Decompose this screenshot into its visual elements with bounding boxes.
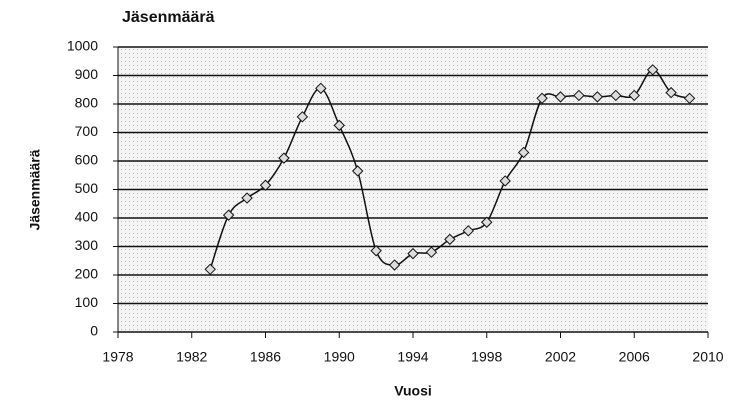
marker: [444, 233, 456, 246]
marker: [591, 91, 604, 103]
x-tick-label: 2006: [619, 349, 650, 365]
marker: [665, 86, 677, 99]
marker: [573, 89, 585, 102]
y-tick-label: 700: [75, 123, 99, 139]
marker: [646, 64, 659, 76]
chart-title: Jäsenmäärä: [122, 9, 215, 26]
marker: [222, 209, 235, 221]
marker: [388, 259, 401, 271]
marker: [351, 165, 364, 177]
x-tick-label: 1978: [102, 349, 133, 365]
marker: [610, 89, 622, 102]
y-tick-label: 300: [75, 237, 99, 253]
marker: [296, 111, 309, 123]
marker: [628, 89, 640, 102]
marker: [333, 119, 345, 132]
y-tick-label: 400: [75, 209, 99, 225]
y-tick-label: 200: [75, 266, 99, 282]
marker: [554, 91, 567, 103]
marker: [204, 263, 216, 276]
marker: [425, 246, 438, 258]
x-tick-label: 1986: [250, 349, 281, 365]
y-tick-label: 0: [90, 323, 98, 339]
marker: [315, 82, 327, 95]
marker: [370, 245, 382, 257]
y-tick-label: 500: [75, 180, 99, 196]
x-tick-label: 2002: [545, 349, 576, 365]
x-tick-label: 1990: [324, 349, 355, 365]
marker: [536, 92, 548, 105]
marker: [683, 92, 696, 105]
marker: [499, 175, 511, 187]
x-tick-label: 2010: [692, 349, 723, 365]
y-tick-label: 800: [75, 95, 99, 111]
marker: [241, 192, 253, 204]
y-tick-label: 900: [75, 66, 99, 82]
x-tick-label: 1994: [397, 349, 428, 365]
marker: [517, 146, 530, 159]
y-tick-label: 600: [75, 152, 99, 168]
marker: [481, 216, 493, 228]
y-tick-label: 1000: [67, 38, 98, 54]
marker: [407, 247, 419, 260]
marker: [462, 225, 475, 237]
y-tick-label: 100: [75, 294, 99, 310]
x-tick-label: 1982: [176, 349, 207, 365]
marker: [259, 179, 272, 191]
y-axis-label: Jäsenmäärä: [27, 149, 43, 230]
x-tick-label: 1998: [471, 349, 502, 365]
marker: [278, 152, 290, 164]
x-axis-label: Vuosi: [394, 383, 432, 399]
